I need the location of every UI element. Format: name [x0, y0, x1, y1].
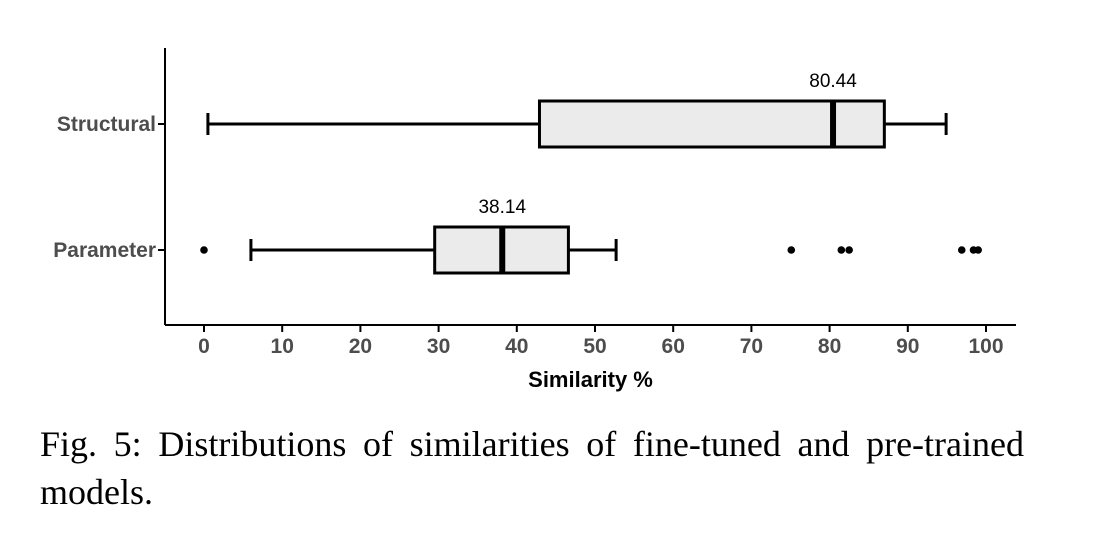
- median-label: 80.44: [809, 71, 857, 92]
- median-label: 38.14: [478, 197, 526, 218]
- x-tick-label: 10: [271, 335, 294, 358]
- category-label: Parameter: [53, 239, 156, 262]
- outlier-point: [787, 246, 796, 254]
- x-ticks: 0 10 20 30 40 50 60 70 80 90 100: [198, 325, 1004, 358]
- boxes: 80.44 38.14: [200, 71, 982, 275]
- x-tick-label: 0: [198, 335, 210, 358]
- outlier-point: [200, 246, 208, 254]
- figure-caption: Fig. 5: Distributions of similarities of…: [40, 424, 1024, 512]
- outlier-point: [837, 246, 846, 254]
- x-tick-label: 60: [662, 335, 685, 358]
- box-structural: 80.44: [206, 71, 948, 149]
- box-parameter: 38.14: [200, 197, 982, 275]
- axes: [164, 48, 1016, 326]
- x-tick-label: 90: [896, 335, 919, 358]
- x-tick-label: 100: [968, 335, 1003, 358]
- outlier-point: [845, 246, 853, 254]
- boxplot-chart: 0 10 20 30 40 50 60 70 80 90 100 Structural Paramet…: [53, 48, 1016, 392]
- x-tick-label: 50: [583, 335, 606, 358]
- x-axis-title: Similarity %: [528, 367, 653, 392]
- category-labels: Structural Parameter: [53, 113, 165, 262]
- x-tick-label: 70: [740, 335, 763, 358]
- x-tick-label: 20: [349, 335, 372, 358]
- outlier-point: [957, 246, 966, 254]
- x-tick-label: 30: [427, 335, 450, 358]
- x-tick-label: 40: [505, 335, 528, 358]
- category-label: Structural: [57, 113, 156, 136]
- iqr-box: [537, 99, 886, 149]
- x-tick-label: 80: [818, 335, 841, 358]
- outlier-point: [974, 246, 982, 254]
